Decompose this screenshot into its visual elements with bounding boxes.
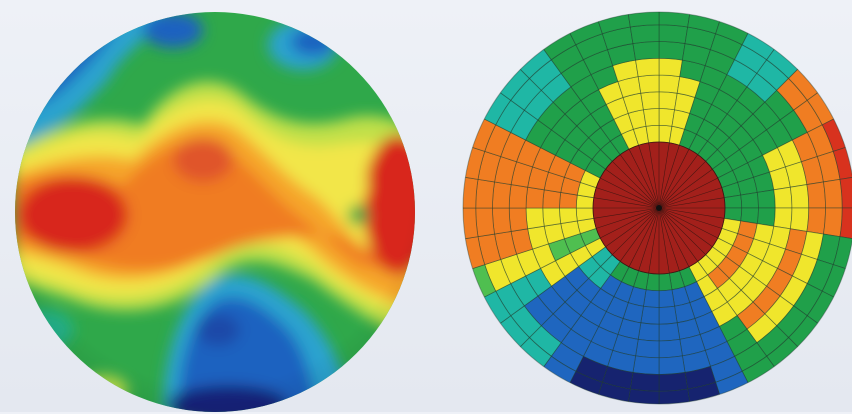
center-spoke [628,149,660,209]
zone-cell [839,207,852,240]
center-spoke [619,207,660,262]
zone-cell [658,57,683,78]
zone-cell [806,207,826,235]
center-spoke [658,207,690,267]
zone-cell [525,207,545,230]
zone-cell [658,91,678,111]
center-spoke [658,207,718,239]
disk-outline [462,11,852,405]
center-spoke [658,142,670,209]
zone-cell [525,186,545,209]
center-spoke [619,154,660,209]
zone-cell [492,207,512,235]
continuous-heatmap-disk [13,10,417,414]
center-spoke [658,187,722,209]
center-spoke [658,207,670,274]
zone-cell [658,338,683,359]
center-spoke [658,207,725,219]
zone-cell [789,184,810,209]
center-spoke [658,149,690,209]
center-zone [462,11,852,405]
center-spoke [658,154,699,209]
zone-cell [559,207,578,225]
zoned-map-disk [461,10,852,406]
zone-cell [645,124,660,144]
zone-cell [475,207,496,238]
zone-cell [629,24,660,45]
zone-cell [658,74,681,94]
zone-cell [637,322,660,342]
disk-shading [15,12,415,412]
zone-cell [632,41,660,61]
center-spoke [596,207,660,229]
zone-cell [642,108,660,127]
center-spoke [658,161,706,209]
zone-cell [542,189,562,209]
zone-cell [492,181,512,209]
center-spoke [600,207,660,239]
zone-cell [640,91,660,111]
center-spoke [605,207,660,248]
zone-cell [723,194,743,209]
zone-cell [640,305,660,325]
zone-cell [756,207,776,227]
zone-cell [806,181,826,209]
zone-cell [658,272,673,292]
zone-cell [629,371,660,392]
zone-cell [658,289,676,308]
zone-cell [658,24,689,45]
zone-cell [508,184,529,209]
center-spoke [593,207,660,219]
center-spoke [605,168,660,209]
center-spoke [648,207,660,274]
center-spoke [593,197,660,209]
center-spoke [600,177,660,209]
zone-cell [575,207,595,222]
zone-cell [632,355,660,375]
center-spoke [612,207,660,255]
zone-cell [773,186,793,209]
center-dot [656,205,662,211]
zone-cell [789,207,810,232]
center-spoke [658,177,718,209]
zone-cell [637,74,660,94]
zone-cell [658,355,686,375]
center-spoke [648,142,660,209]
zone-cell [508,207,529,232]
zone-cell [839,176,852,209]
center-spoke [658,168,713,209]
zone-cell [658,305,678,325]
center-spoke [638,145,660,209]
center-spoke [658,197,725,209]
center-spoke [658,207,680,271]
zoned-map-svg [462,11,852,405]
center-spoke [612,161,660,209]
center-spoke [658,207,706,255]
center-spoke [658,207,713,248]
zone-cell [658,322,681,342]
zone-cell [822,207,843,238]
zone-cell [635,57,660,78]
center-spoke [638,207,660,271]
zone-cell [658,371,689,392]
center-spoke [628,207,660,267]
zone-cell [475,178,496,209]
center-spoke [658,207,699,262]
zone-cell [822,178,843,209]
zone-cell [773,207,793,230]
center-spoke [596,187,660,209]
center-spoke [658,207,722,229]
zone-cell [658,41,686,61]
center-spoke [658,145,680,209]
continuous-heatmap-svg [15,12,415,412]
zone-cell [740,191,759,209]
zone-cell [542,207,562,227]
zone-cells [463,12,852,404]
zone-cell [756,189,776,209]
zone-cell [635,338,660,359]
